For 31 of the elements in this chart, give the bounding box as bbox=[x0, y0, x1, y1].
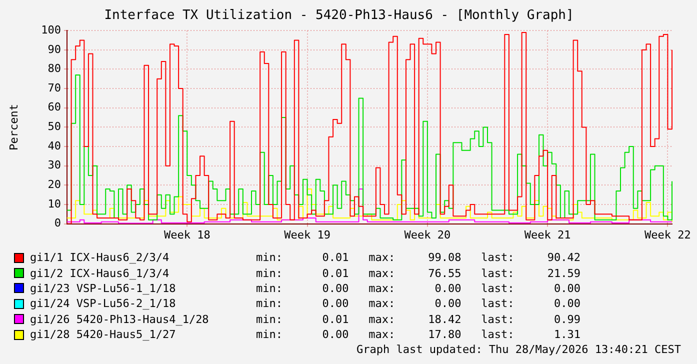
legend-label: gi1/23 VSP-Lu56-1_1/18 bbox=[30, 282, 177, 295]
y-tick-label: 30 bbox=[48, 158, 61, 172]
text: min: 0.01 max: 76.55 last: 21.59 bbox=[256, 266, 581, 280]
legend-label: gi1/24 VSP-Lu56-2_1/18 bbox=[30, 297, 177, 310]
y-tick-label: 20 bbox=[48, 178, 61, 192]
y-tick-label: 50 bbox=[48, 120, 61, 134]
text: min: 0.01 max: 99.08 last: 90.42 bbox=[256, 251, 581, 264]
y-tick-label: 80 bbox=[48, 62, 61, 76]
text: min: 0.01 max: 18.42 last: 0.99 bbox=[256, 312, 581, 326]
y-tick-label: 90 bbox=[48, 42, 61, 56]
x-tick-label: Week 19 bbox=[284, 228, 330, 242]
legend-label: gi1/1 ICX-Haus6_2/3/4 bbox=[30, 251, 170, 264]
x-tick-label: Week 18 bbox=[164, 228, 210, 242]
chart-title: Interface TX Utilization - 5420-Ph13-Haus6 - [Monthly Graph] bbox=[104, 8, 574, 24]
y-tick-label: 100 bbox=[41, 23, 61, 36]
text: min: 0.00 max: 0.00 last: 0.00 bbox=[256, 282, 581, 295]
y-tick-label: 40 bbox=[48, 139, 61, 152]
y-tick-label: 0 bbox=[54, 216, 61, 230]
legend-label: gi1/26 5420-Ph13-Haus4_1/28 bbox=[30, 312, 210, 326]
y-tick-label: 10 bbox=[48, 197, 61, 210]
text: min: 0.00 max: 0.00 last: 0.00 bbox=[256, 297, 581, 310]
y-tick-label: 70 bbox=[48, 81, 61, 94]
x-tick-label: Week 22 bbox=[644, 228, 691, 242]
text: min: 0.00 max: 17.80 last: 1.31 bbox=[256, 328, 581, 342]
y-tick-label: 60 bbox=[48, 100, 61, 114]
x-tick-label: Week 21 bbox=[524, 228, 571, 242]
x-tick-label: Week 20 bbox=[404, 228, 451, 242]
legend-label: gi1/28 5420-Haus5_1/27 bbox=[30, 328, 177, 342]
y-axis-title: Percent bbox=[7, 104, 20, 150]
legend-label: gi1/2 ICX-Haus6_1/3/4 bbox=[30, 266, 170, 280]
text: Graph last updated: Thu 28/May/2026 13:40:21 CEST bbox=[356, 343, 681, 356]
